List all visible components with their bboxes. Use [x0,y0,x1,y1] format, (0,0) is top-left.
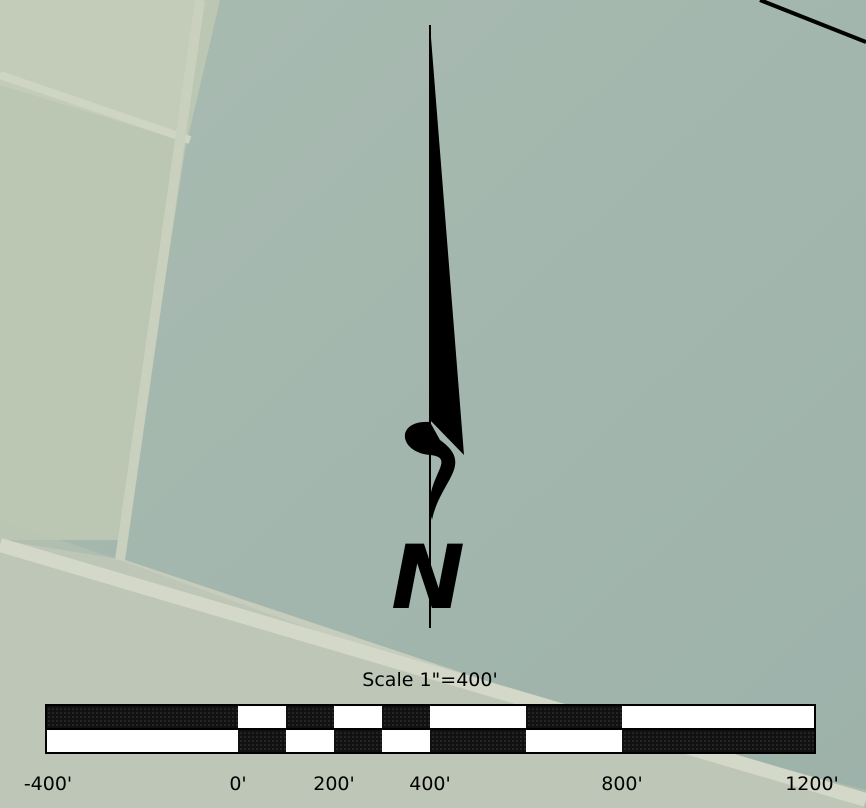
scale-label: -400' [24,773,72,795]
north-label: N [391,526,465,629]
scale-label: 1200' [785,773,839,795]
scale-label: 0' [229,773,246,795]
scale-bar: Scale 1"=400' -400' 0' 200' 400' 800' 12… [24,669,839,795]
scale-label: 400' [409,773,451,795]
scale-title: Scale 1"=400' [362,669,497,691]
scale-label: 800' [601,773,643,795]
scale-label: 200' [313,773,355,795]
north-arrow: N [391,25,465,629]
